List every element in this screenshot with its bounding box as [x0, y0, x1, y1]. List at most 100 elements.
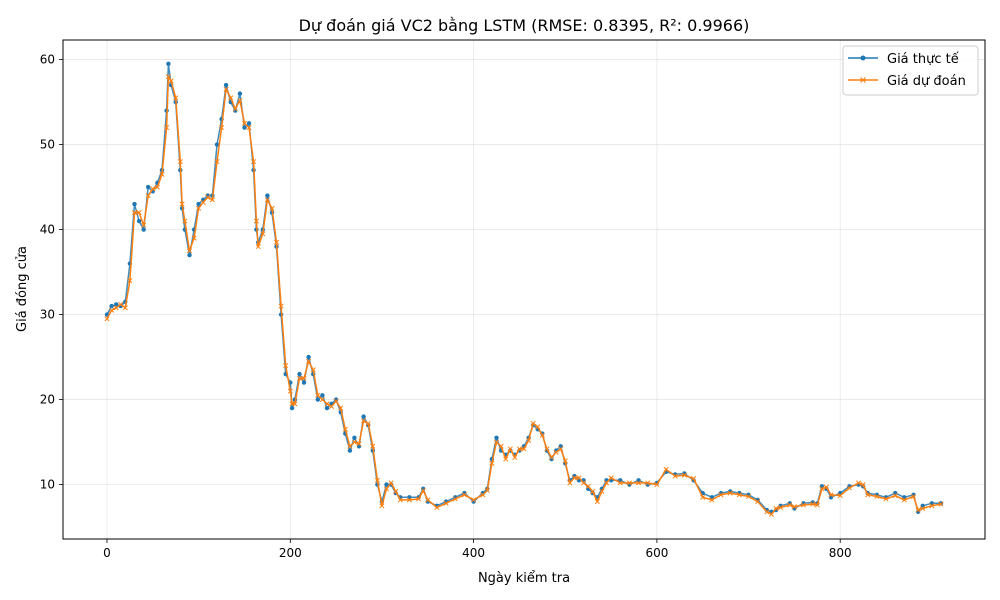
- x-axis-label: Ngày kiểm tra: [478, 571, 570, 586]
- data-point: [306, 354, 311, 360]
- data-point: [361, 414, 366, 419]
- data-point: [379, 503, 385, 509]
- data-point: [929, 503, 935, 509]
- data-point: [232, 106, 238, 112]
- data-point: [416, 496, 422, 502]
- y-tick-label: 40: [40, 223, 55, 237]
- data-point: [104, 316, 110, 322]
- data-point: [383, 486, 390, 492]
- data-point: [273, 239, 280, 245]
- data-point: [269, 205, 275, 211]
- data-point: [539, 432, 545, 438]
- y-tick-label: 10: [40, 478, 55, 492]
- legend-actual-label: Giá thực tế: [887, 52, 959, 67]
- data-point: [846, 485, 852, 491]
- data-point: [617, 480, 623, 486]
- data-point: [173, 95, 179, 101]
- x-tick-label: 600: [645, 546, 668, 560]
- data-point: [315, 397, 320, 402]
- series-predicted: [104, 74, 944, 517]
- data-point: [319, 397, 325, 403]
- data-point: [865, 492, 871, 498]
- data-point: [663, 466, 669, 472]
- data-point: [406, 497, 412, 503]
- x-tick-label: 800: [829, 546, 852, 560]
- legend-predicted-marker: [860, 77, 866, 83]
- data-point: [672, 473, 678, 479]
- data-point: [778, 504, 784, 511]
- data-point: [558, 446, 564, 452]
- data-point: [938, 501, 944, 507]
- data-point: [498, 443, 504, 449]
- data-point: [480, 492, 486, 498]
- data-point: [287, 388, 293, 394]
- x-axis-ticks: 0 200 400 600 800: [103, 539, 852, 560]
- data-point: [347, 448, 353, 453]
- data-point: [503, 456, 509, 462]
- data-point: [608, 475, 614, 481]
- data-point: [136, 210, 142, 216]
- data-point: [315, 392, 321, 398]
- x-tick-label: 400: [462, 546, 485, 560]
- data-point: [141, 227, 146, 232]
- data-point: [356, 441, 362, 447]
- data-point: [109, 307, 115, 313]
- data-point: [166, 61, 171, 66]
- data-point: [388, 480, 394, 486]
- data-point: [361, 418, 367, 424]
- data-point: [471, 497, 477, 503]
- data-point: [223, 86, 229, 92]
- data-point: [251, 159, 257, 165]
- data-point: [179, 201, 185, 207]
- data-point: [393, 488, 399, 494]
- data-point: [594, 499, 600, 505]
- chart-title: Dự đoán giá VC2 bằng LSTM (RMSE: 0.8395,…: [299, 16, 750, 35]
- data-point: [883, 496, 889, 502]
- data-point: [283, 363, 289, 369]
- data-point: [241, 120, 248, 126]
- data-point: [544, 446, 550, 452]
- data-point: [681, 472, 687, 478]
- data-point: [736, 492, 742, 498]
- grid-lines: [63, 40, 985, 539]
- data-point: [535, 424, 541, 430]
- data-point: [306, 358, 312, 364]
- data-point: [915, 507, 921, 513]
- data-point: [333, 398, 339, 404]
- x-tick-label: 0: [103, 546, 111, 560]
- data-point: [237, 91, 243, 96]
- data-point: [264, 197, 270, 203]
- data-point: [246, 125, 252, 131]
- data-point: [764, 509, 770, 515]
- data-point: [205, 194, 211, 200]
- data-point: [310, 367, 316, 373]
- data-point: [521, 446, 527, 452]
- data-point: [374, 477, 380, 483]
- data-point: [223, 82, 229, 88]
- data-point: [599, 488, 605, 494]
- data-point: [855, 480, 862, 486]
- legend-actual-marker: [860, 55, 866, 61]
- data-point: [328, 403, 335, 409]
- data-point: [636, 480, 642, 486]
- data-point: [452, 496, 458, 502]
- data-point: [553, 449, 559, 455]
- data-point: [434, 504, 440, 511]
- data-point: [512, 454, 518, 460]
- data-point: [324, 405, 330, 411]
- data-point: [892, 493, 898, 499]
- legend: Giá thực tế Giá dự đoán: [842, 45, 979, 96]
- data-point: [141, 222, 147, 228]
- data-point: [494, 435, 499, 440]
- data-point: [219, 125, 225, 131]
- data-point: [159, 171, 165, 177]
- data-point: [255, 244, 261, 250]
- data-point: [507, 446, 513, 452]
- data-point: [910, 493, 917, 500]
- data-point: [150, 186, 156, 192]
- y-tick-label: 30: [40, 308, 55, 322]
- data-point: [800, 502, 807, 508]
- data-point: [164, 125, 170, 131]
- data-point: [324, 401, 330, 407]
- data-point: [347, 443, 353, 449]
